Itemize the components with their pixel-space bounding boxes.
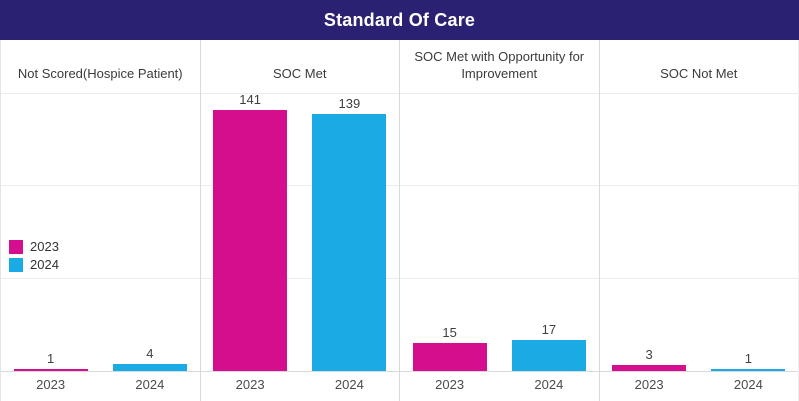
panel-header-label: SOC Met [273, 66, 327, 81]
gridline [1, 278, 200, 279]
bar-group-2024: 139 [300, 96, 399, 371]
bar-group-2023: 3 [600, 347, 699, 371]
panel-axis-row: 2023 2024 [400, 372, 599, 401]
axis-label-2024: 2024 [334, 377, 364, 392]
bar-group-2023: 15 [400, 325, 499, 371]
panel-header-label: SOC Met with Opportunity for Improvement [414, 49, 585, 81]
bar-group-2023: 1 [1, 351, 100, 371]
chart-title: Standard Of Care [323, 9, 476, 30]
chart-title-bar: Standard Of Care [0, 0, 799, 40]
bar-value-label: 15 [442, 325, 457, 340]
bar-2023-soc-met[interactable] [213, 110, 288, 371]
bar-2024-soc-met-with-opportunity-for-improvement[interactable] [511, 340, 586, 371]
bar-2024-soc-met[interactable] [312, 114, 387, 371]
gridline [1, 185, 200, 186]
bar-2023-soc-met-with-opportunity-for-improvement[interactable] [412, 343, 487, 371]
gridline [400, 278, 599, 279]
axis-label-2023: 2023 [634, 377, 664, 392]
gridline [1, 93, 200, 94]
legend-item-2024[interactable]: 2024 [9, 257, 59, 272]
bar-value-label: 141 [239, 92, 261, 107]
panel-axis-row: 2023 2024 [600, 372, 799, 401]
legend-item-2023[interactable]: 2023 [9, 239, 59, 254]
axis-label-2023: 2023 [36, 377, 66, 392]
bar-value-label: 1 [744, 351, 752, 366]
legend-label: 2023 [30, 239, 59, 254]
axis-label-2023: 2023 [235, 377, 265, 392]
axis-label-2024: 2024 [534, 377, 564, 392]
legend-swatch-2024 [9, 257, 23, 272]
panel-not-scored-hospice-patient: Not Scored(Hospice Patient) 1 4 2023 2024 [1, 40, 200, 401]
gridline [599, 93, 798, 94]
panel-header-label: Not Scored(Hospice Patient) [17, 66, 183, 81]
panel-header-label: SOC Not Met [660, 66, 738, 81]
bar-group-2023: 141 [201, 92, 300, 371]
bar-2023-soc-not-met[interactable] [612, 365, 687, 371]
legend-swatch-2023 [9, 239, 23, 254]
panel-plot-area: 15 17 [400, 90, 599, 372]
axis-label-2024: 2024 [135, 377, 165, 392]
panel-axis-row: 2023 2024 [1, 372, 200, 401]
bar-2023-not-scored-hospice-patient[interactable] [13, 369, 88, 371]
axis-label-2023: 2023 [435, 377, 465, 392]
bar-value-label: 3 [645, 347, 653, 362]
gridline [400, 185, 599, 186]
bar-value-label: 4 [146, 346, 154, 361]
gridline [599, 185, 798, 186]
bar-value-label: 139 [338, 96, 361, 111]
legend: 2023 2024 [9, 239, 59, 272]
bar-value-label: 1 [47, 351, 55, 366]
axis-label-2024: 2024 [733, 377, 763, 392]
gridline [400, 93, 599, 94]
bar-group-2024: 1 [699, 351, 798, 371]
panel-soc-met: SOC Met 141 139 2023 2024 [199, 40, 400, 401]
panel-plot-area: 141 139 [200, 90, 399, 372]
chart-panels: Not Scored(Hospice Patient) 1 4 2023 2024 SOC… [0, 40, 799, 401]
gridline [599, 278, 798, 279]
bar-value-label: 17 [541, 322, 557, 337]
bar-group-2024: 4 [100, 346, 199, 371]
bar-2024-soc-not-met[interactable] [711, 369, 786, 371]
panel-axis-row: 2023 2024 [201, 372, 400, 401]
bar-2024-not-scored-hospice-patient[interactable] [112, 364, 187, 371]
bar-group-2024: 17 [499, 322, 598, 371]
panel-soc-met-with-opportunity-for-improvement: SOC Met with Opportunity for Improvement… [399, 40, 599, 401]
legend-label: 2024 [30, 257, 59, 272]
panel-soc-not-met: SOC Not Met 3 1 2023 2024 [598, 40, 799, 401]
